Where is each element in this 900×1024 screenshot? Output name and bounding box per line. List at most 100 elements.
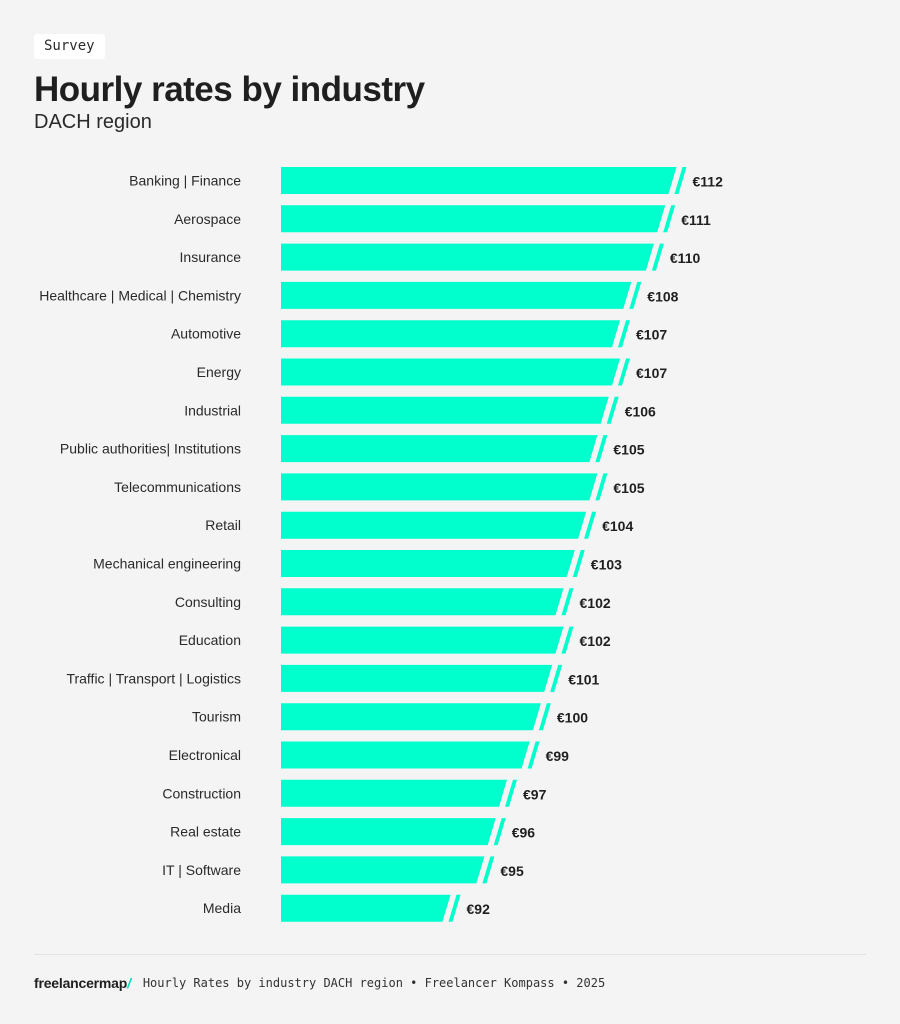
footer: freelancermap/ Hourly Rates by industry … [34,975,605,991]
bar-chart: Banking | Finance €112 Aerospace €111 Insura… [39,167,723,922]
value-label: €107 [636,365,667,381]
value-label: €111 [681,212,711,228]
category-label: Media [203,900,241,916]
axis-break-mark [606,396,619,424]
category-label: Mechanical engineering [93,556,241,572]
bar-row: Industrial €106 [184,396,656,424]
axis-break-mark [595,435,608,463]
category-label: IT | Software [162,862,241,878]
axis-break-mark [505,779,517,807]
bar [281,511,587,539]
bar [281,550,575,577]
value-label: €102 [580,633,611,649]
bar [281,588,564,616]
bar [281,664,553,692]
bar-row: Banking | Finance €112 [129,167,723,194]
value-label: €105 [613,480,644,496]
bar [281,396,609,424]
page-title: Hourly rates by industry [34,70,425,109]
bar-row: Automotive €107 [171,320,667,348]
axis-break-mark [618,358,630,386]
axis-break-mark [448,894,461,922]
bar [281,894,451,922]
category-label: Electronical [169,747,241,763]
axis-break-mark [550,664,563,692]
value-label: €101 [568,671,599,687]
bar [281,703,541,731]
bar-row: Electronical €99 [169,741,570,769]
axis-break-mark [538,703,551,731]
bar-row: Energy €107 [197,358,667,386]
category-label: Tourism [192,709,241,725]
axis-break-mark [651,243,664,271]
bar [281,358,620,386]
value-label: €100 [557,710,588,726]
category-label: Public authorities| Institutions [60,441,241,457]
bar [281,818,496,846]
brand-logo: freelancermap/ [34,975,131,991]
axis-break-mark [674,167,687,194]
bar-row: Aerospace €111 [174,205,711,233]
bar-row: Traffic | Transport | Logistics €101 [66,664,600,692]
bar-row: IT | Software €95 [162,856,524,884]
category-label: Banking | Finance [129,173,241,189]
axis-break-mark [629,281,642,309]
category-label: Healthcare | Medical | Chemistry [39,287,241,303]
value-label: €112 [693,174,724,190]
value-label: €106 [625,403,656,419]
category-label: Automotive [171,326,241,342]
value-label: €97 [523,786,547,802]
axis-break-mark [561,626,574,654]
category-label: Construction [162,785,241,801]
bar [281,779,507,807]
category-label: Industrial [184,402,241,418]
category-label: Aerospace [174,211,241,227]
category-label: Education [179,632,241,648]
bar-row: Retail €104 [205,511,633,539]
bar [281,320,620,348]
bar-row: Education €102 [179,626,611,654]
bar-row: Telecommunications €105 [114,473,645,501]
bar-row: Media €92 [203,894,491,922]
category-label: Insurance [180,249,242,265]
bar [281,435,598,463]
axis-break-mark [561,588,574,616]
value-label: €95 [500,863,524,879]
bar [281,856,485,884]
bar [281,473,598,501]
axis-break-mark [618,320,630,348]
survey-tag: Survey [34,34,105,59]
axis-break-mark [584,511,597,539]
bar [281,243,654,271]
axis-break-mark [527,741,540,769]
category-label: Traffic | Transport | Logistics [66,670,241,686]
value-label: €104 [602,518,633,534]
value-label: €92 [467,901,491,917]
axis-break-mark [493,818,506,846]
bar [281,281,632,309]
value-label: €102 [580,595,611,611]
bar [281,741,530,769]
source-note: Hourly Rates by industry DACH region • F… [142,976,606,990]
bar-row: Real estate €96 [170,818,536,846]
bar-row: Mechanical engineering €103 [93,550,622,577]
category-label: Retail [205,517,241,533]
category-label: Telecommunications [114,479,241,495]
category-label: Real estate [170,824,241,840]
value-label: €105 [613,442,644,458]
footer-divider [34,954,866,955]
value-label: €108 [647,288,678,304]
bar-row: Healthcare | Medical | Chemistry €108 [39,281,679,309]
value-label: €103 [591,557,622,573]
bar-row: Tourism €100 [192,703,588,731]
axis-break-mark [572,550,585,577]
value-label: €96 [512,825,536,841]
value-label: €99 [546,748,570,764]
category-label: Energy [197,364,241,380]
page-subtitle: DACH region [34,111,152,133]
value-label: €110 [670,250,701,266]
category-label: Consulting [175,594,241,610]
bar [281,626,564,654]
bar [281,167,677,194]
bar-row: Public authorities| Institutions €105 [60,435,645,463]
